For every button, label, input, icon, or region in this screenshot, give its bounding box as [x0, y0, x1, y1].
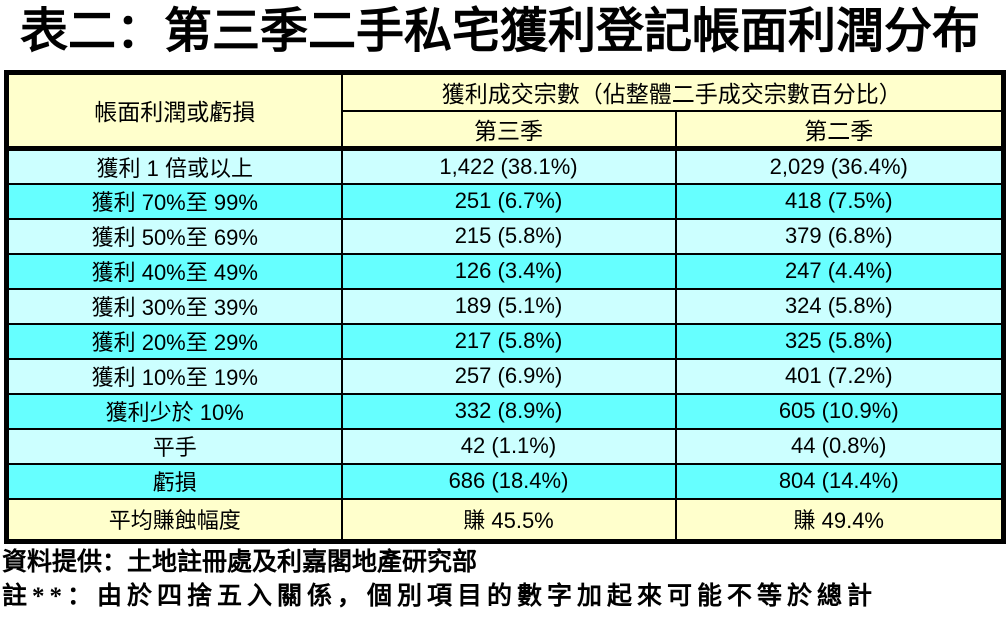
- row-label: 虧損: [5, 462, 343, 500]
- source-note: 資料提供：土地註冊處及利嘉閣地產研究部: [2, 549, 478, 576]
- table-footer: 平均賺蝕幅度 賺 45.5% 賺 49.4%: [5, 497, 1005, 543]
- row-label: 獲利 50%至 69%: [5, 217, 343, 255]
- row-label: 獲利 10%至 19%: [5, 357, 343, 395]
- table-row-breakeven: 平手 42 (1.1%) 44 (0.8%): [5, 427, 1005, 465]
- row-label: 獲利 40%至 49%: [5, 252, 343, 290]
- row-label: 獲利 30%至 39%: [5, 287, 343, 325]
- column-header-q2: 第二季: [674, 109, 1005, 151]
- q3-value: 257 (6.9%): [340, 357, 677, 395]
- row-label: 平手: [5, 427, 343, 465]
- table-row-profit-70-99: 獲利 70%至 99% 251 (6.7%) 418 (7.5%): [5, 182, 1005, 220]
- q3-value: 126 (3.4%): [340, 252, 677, 290]
- row-label: 獲利 70%至 99%: [5, 182, 343, 220]
- header-row-group: 帳面利潤或虧損 獲利成交宗數（佔整體二手成交宗數百分比）: [5, 71, 1005, 151]
- table-body: 獲利 1 倍或以上 1,422 (38.1%) 2,029 (36.4%) 獲利…: [5, 147, 1005, 500]
- q2-value: 44 (0.8%): [674, 427, 1005, 465]
- q3-value: 686 (18.4%): [340, 462, 677, 500]
- q3-value: 332 (8.9%): [340, 392, 677, 430]
- q3-value: 42 (1.1%): [340, 427, 677, 465]
- table-row-profit-20-29: 獲利 20%至 29% 217 (5.8%) 325 (5.8%): [5, 322, 1005, 360]
- column-group-header: 獲利成交宗數（佔整體二手成交宗數百分比）: [340, 71, 1005, 112]
- q2-value: 804 (14.4%): [674, 462, 1005, 500]
- summary-q2-value: 賺 49.4%: [674, 497, 1005, 543]
- table-row-profit-under-10: 獲利少於 10% 332 (8.9%) 605 (10.9%): [5, 392, 1005, 430]
- q2-value: 325 (5.8%): [674, 322, 1005, 360]
- q3-value: 1,422 (38.1%): [340, 147, 677, 185]
- q2-value: 247 (4.4%): [674, 252, 1005, 290]
- row-label: 獲利 1 倍或以上: [5, 147, 343, 185]
- q2-value: 401 (7.2%): [674, 357, 1005, 395]
- q2-value: 324 (5.8%): [674, 287, 1005, 325]
- table-row-profit-40-49: 獲利 40%至 49% 126 (3.4%) 247 (4.4%): [5, 252, 1005, 290]
- column-header-profit-or-loss: 帳面利潤或虧損: [5, 71, 343, 151]
- table-row-loss: 虧損 686 (18.4%) 804 (14.4%): [5, 462, 1005, 500]
- q3-value: 215 (5.8%): [340, 217, 677, 255]
- q2-value: 605 (10.9%): [674, 392, 1005, 430]
- table-row-profit-10-19: 獲利 10%至 19% 257 (6.9%) 401 (7.2%): [5, 357, 1005, 395]
- summary-row-average-gain: 平均賺蝕幅度 賺 45.5% 賺 49.4%: [5, 497, 1005, 543]
- q3-value: 251 (6.7%): [340, 182, 677, 220]
- q2-value: 379 (6.8%): [674, 217, 1005, 255]
- q3-value: 217 (5.8%): [340, 322, 677, 360]
- row-label: 獲利少於 10%: [5, 392, 343, 430]
- q2-value: 418 (7.5%): [674, 182, 1005, 220]
- summary-label: 平均賺蝕幅度: [5, 497, 343, 543]
- summary-q3-value: 賺 45.5%: [340, 497, 677, 543]
- profit-distribution-table: 帳面利潤或虧損 獲利成交宗數（佔整體二手成交宗數百分比） 第三季 第二季 獲利 …: [4, 70, 1006, 544]
- table-header: 帳面利潤或虧損 獲利成交宗數（佔整體二手成交宗數百分比） 第三季 第二季: [5, 71, 1005, 151]
- table-row-profit-30-39: 獲利 30%至 39% 189 (5.1%) 324 (5.8%): [5, 287, 1005, 325]
- column-header-q3: 第三季: [340, 109, 677, 151]
- q3-value: 189 (5.1%): [340, 287, 677, 325]
- table-row-profit-50-69: 獲利 50%至 69% 215 (5.8%) 379 (6.8%): [5, 217, 1005, 255]
- row-label: 獲利 20%至 29%: [5, 322, 343, 360]
- rounding-note: 註**：由於四捨五入關係，個別項目的數字加起來可能不等於總計: [2, 583, 878, 610]
- table-row-profit-100plus: 獲利 1 倍或以上 1,422 (38.1%) 2,029 (36.4%): [5, 147, 1005, 185]
- page-title: 表二：第三季二手私宅獲利登記帳面利潤分布: [20, 5, 981, 58]
- q2-value: 2,029 (36.4%): [674, 147, 1005, 185]
- header-row-quarters: 第三季 第二季: [7, 109, 1005, 151]
